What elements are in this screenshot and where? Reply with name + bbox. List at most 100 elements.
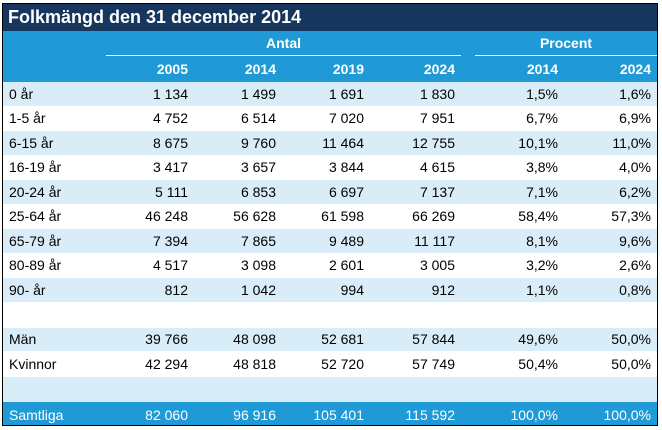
count-cell: 3 098 bbox=[194, 253, 282, 278]
row-label: 1-5 år bbox=[3, 106, 106, 131]
total-count-cell: 96 916 bbox=[194, 401, 282, 425]
table-row: Män 39 766 48 098 52 681 57 844 49,6% 50,0% bbox=[3, 327, 657, 352]
row-label: 0 år bbox=[3, 82, 106, 107]
table-row: 16-19 år 3 417 3 657 3 844 4 615 3,8% 4,0% bbox=[3, 155, 657, 180]
count-cell: 7 865 bbox=[194, 228, 282, 254]
total-count-cell: 105 401 bbox=[282, 401, 370, 425]
table-title: Folkmängd den 31 december 2014 bbox=[3, 4, 657, 31]
total-percent-cell: 100,0% bbox=[475, 401, 564, 425]
count-cell: 9 760 bbox=[194, 130, 282, 156]
row-label: 80-89 år bbox=[3, 253, 106, 278]
gap-cell bbox=[461, 204, 475, 229]
count-cell: 42 294 bbox=[106, 351, 194, 377]
row-label: 25-64 år bbox=[3, 204, 106, 229]
percent-cell: 7,1% bbox=[475, 179, 564, 205]
count-cell: 7 137 bbox=[370, 179, 461, 205]
header-gap bbox=[461, 55, 475, 82]
percent-cell: 49,6% bbox=[475, 327, 564, 352]
year-header-pct-2024: 2024 bbox=[564, 55, 657, 82]
spacer-cell bbox=[3, 302, 657, 328]
count-cell: 11 464 bbox=[282, 130, 370, 156]
gap-cell bbox=[461, 401, 475, 425]
percent-cell: 3,8% bbox=[475, 155, 564, 180]
percent-cell: 57,3% bbox=[564, 204, 657, 229]
count-cell: 56 628 bbox=[194, 204, 282, 229]
count-cell: 48 098 bbox=[194, 327, 282, 352]
antal-header: Antal bbox=[106, 31, 461, 56]
gap-cell bbox=[461, 82, 475, 107]
percent-cell: 50,0% bbox=[564, 327, 657, 352]
count-cell: 994 bbox=[282, 277, 370, 303]
year-header-2014: 2014 bbox=[194, 55, 282, 82]
year-header-row: 2005 2014 2019 2024 2014 2024 bbox=[3, 55, 657, 82]
table-row: 25-64 år 46 248 56 628 61 598 66 269 58,4% 57,… bbox=[3, 204, 657, 229]
gap-cell bbox=[461, 106, 475, 131]
count-cell: 5 111 bbox=[106, 179, 194, 205]
count-cell: 39 766 bbox=[106, 327, 194, 352]
gap-cell bbox=[461, 327, 475, 352]
count-cell: 11 117 bbox=[370, 228, 461, 254]
year-header-pct-2014: 2014 bbox=[475, 55, 564, 82]
count-cell: 1 691 bbox=[282, 82, 370, 107]
count-cell: 7 951 bbox=[370, 106, 461, 131]
count-cell: 2 601 bbox=[282, 253, 370, 278]
table-row: 80-89 år 4 517 3 098 2 601 3 005 3,2% 2,6% bbox=[3, 253, 657, 278]
spacer-cell bbox=[3, 376, 657, 402]
count-cell: 61 598 bbox=[282, 204, 370, 229]
count-cell: 46 248 bbox=[106, 204, 194, 229]
count-cell: 57 844 bbox=[370, 327, 461, 352]
count-cell: 8 675 bbox=[106, 130, 194, 156]
year-header-2024: 2024 bbox=[370, 55, 461, 82]
count-cell: 1 042 bbox=[194, 277, 282, 303]
count-cell: 57 749 bbox=[370, 351, 461, 377]
percent-cell: 50,0% bbox=[564, 351, 657, 377]
table-row: 0 år 1 134 1 499 1 691 1 830 1,5% 1,6% bbox=[3, 82, 657, 107]
percent-cell: 6,7% bbox=[475, 106, 564, 131]
percent-cell: 6,2% bbox=[564, 179, 657, 205]
table-row: 6-15 år 8 675 9 760 11 464 12 755 10,1% 11,0% bbox=[3, 130, 657, 156]
count-cell: 52 720 bbox=[282, 351, 370, 377]
count-cell: 6 853 bbox=[194, 179, 282, 205]
year-header-2005: 2005 bbox=[106, 55, 194, 82]
count-cell: 48 818 bbox=[194, 351, 282, 377]
gap-cell bbox=[461, 130, 475, 156]
count-cell: 7 394 bbox=[106, 228, 194, 254]
percent-cell: 2,6% bbox=[564, 253, 657, 278]
gap-cell bbox=[461, 277, 475, 303]
gap-cell bbox=[461, 228, 475, 254]
total-percent-cell: 100,0% bbox=[564, 401, 657, 425]
population-table-sheet: Folkmängd den 31 december 2014 Antal Pro… bbox=[2, 3, 658, 426]
count-cell: 6 697 bbox=[282, 179, 370, 205]
total-count-cell: 82 060 bbox=[106, 401, 194, 425]
percent-cell: 4,0% bbox=[564, 155, 657, 180]
count-cell: 66 269 bbox=[370, 204, 461, 229]
gap-cell bbox=[461, 253, 475, 278]
count-cell: 52 681 bbox=[282, 327, 370, 352]
header-gap bbox=[461, 31, 475, 56]
count-cell: 912 bbox=[370, 277, 461, 303]
percent-cell: 6,9% bbox=[564, 106, 657, 131]
percent-cell: 8,1% bbox=[475, 228, 564, 254]
header-blank bbox=[3, 55, 106, 82]
count-cell: 4 615 bbox=[370, 155, 461, 180]
table-row: 65-79 år 7 394 7 865 9 489 11 117 8,1% 9,6% bbox=[3, 228, 657, 254]
count-cell: 3 844 bbox=[282, 155, 370, 180]
percent-cell: 1,5% bbox=[475, 82, 564, 107]
count-cell: 3 417 bbox=[106, 155, 194, 180]
table-row: 1-5 år 4 752 6 514 7 020 7 951 6,7% 6,9% bbox=[3, 106, 657, 131]
count-cell: 1 134 bbox=[106, 82, 194, 107]
percent-cell: 1,1% bbox=[475, 277, 564, 303]
gap-cell bbox=[461, 179, 475, 205]
count-cell: 4 752 bbox=[106, 106, 194, 131]
percent-cell: 9,6% bbox=[564, 228, 657, 254]
spacer-row bbox=[3, 376, 657, 402]
percent-cell: 1,6% bbox=[564, 82, 657, 107]
population-table: Antal Procent 2005 2014 2019 2024 2014 2… bbox=[3, 31, 657, 425]
count-cell: 3 005 bbox=[370, 253, 461, 278]
total-label: Samtliga bbox=[3, 401, 106, 425]
percent-cell: 50,4% bbox=[475, 351, 564, 377]
row-label: 6-15 år bbox=[3, 130, 106, 156]
year-header-2019: 2019 bbox=[282, 55, 370, 82]
percent-cell: 3,2% bbox=[475, 253, 564, 278]
count-cell: 1 499 bbox=[194, 82, 282, 107]
